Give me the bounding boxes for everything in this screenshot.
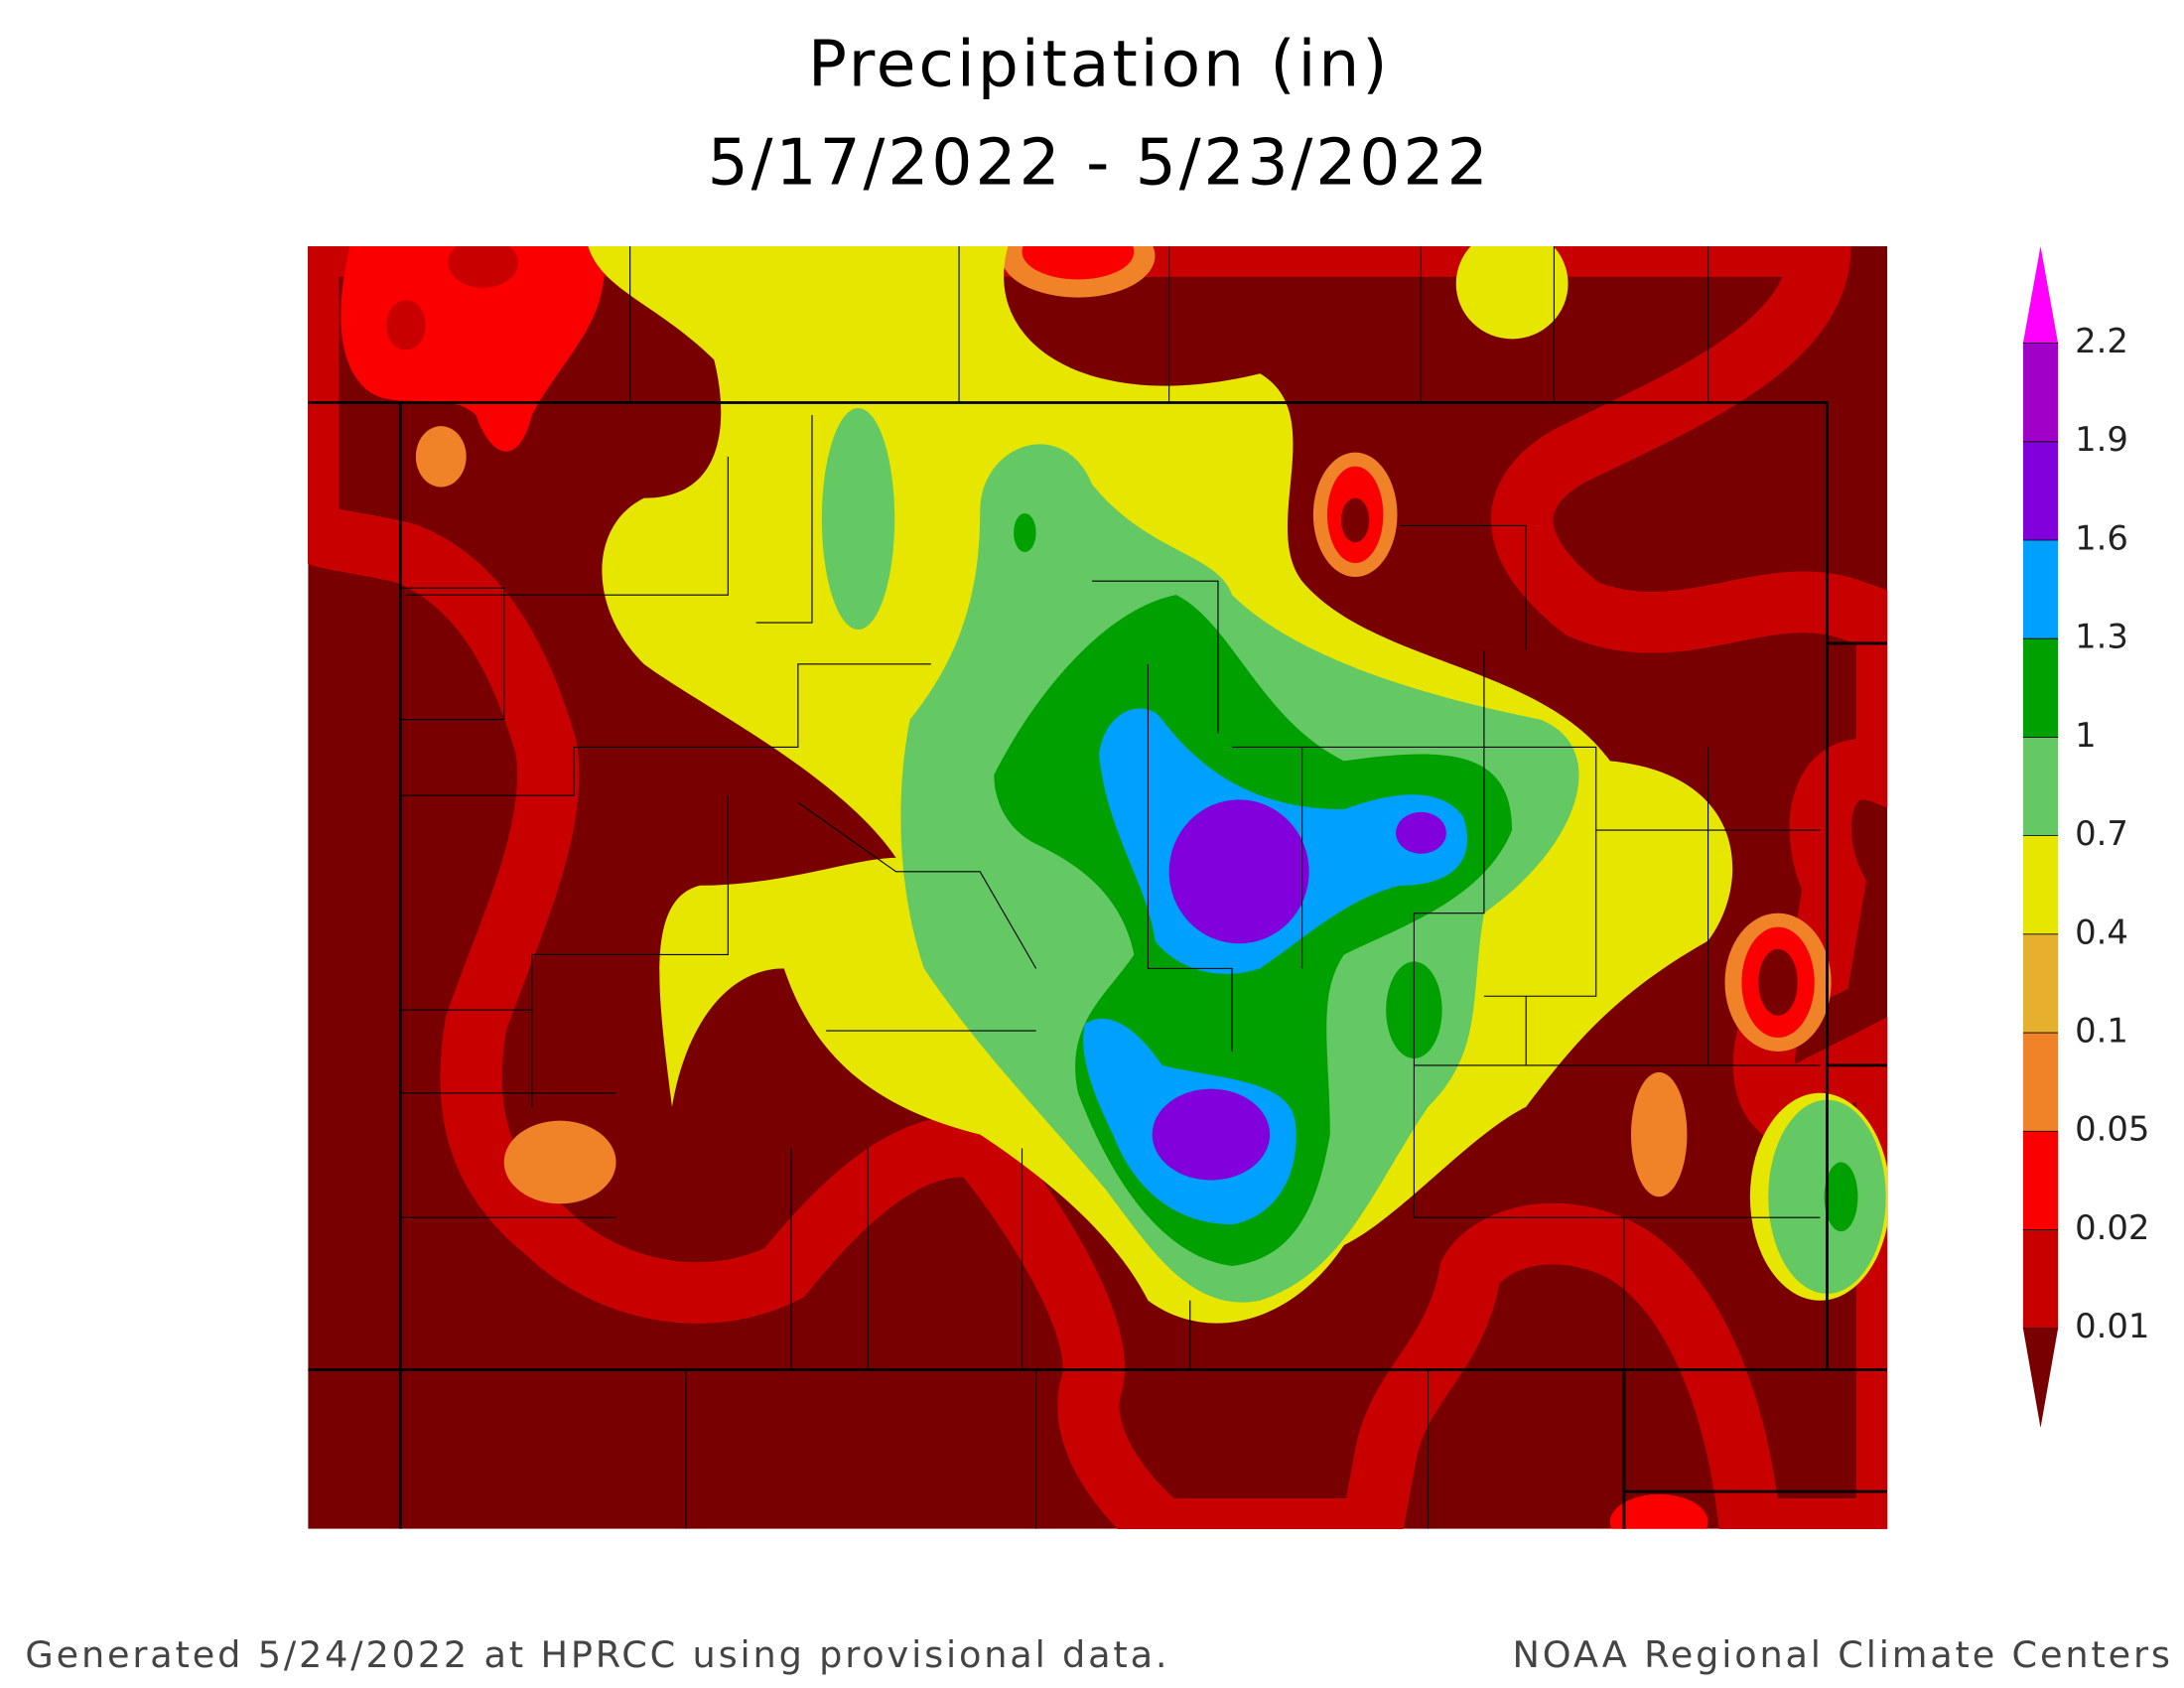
content: Precipitation (in) 5/17/2022 - 5/23/2022 (25, 28, 2173, 1676)
legend-label: 2.2 (2075, 322, 2128, 360)
precip-spots (341, 246, 1832, 1529)
legend-label: 1 (2075, 716, 2097, 755)
legend: 2.2 1.9 1.6 1.3 1 0.7 0.4 0.1 0.05 0.02 0.01 (2022, 246, 2149, 1428)
legend-under (2022, 1328, 2059, 1428)
legend-label: 0.4 (2075, 913, 2128, 951)
legend-over (2022, 246, 2059, 344)
legend-label: 1.6 (2075, 519, 2128, 558)
legend-band (2022, 343, 2059, 442)
legend-label: 1.3 (2075, 618, 2128, 656)
legend-label: 0.01 (2075, 1307, 2149, 1345)
footer-left: Generated 5/24/2022 at HPRCC using provi… (25, 1633, 1169, 1676)
legend-label: 0.1 (2075, 1012, 2128, 1051)
legend-label: 0.02 (2075, 1208, 2149, 1247)
legend-band (2022, 1229, 2059, 1329)
precip-tan-zone (308, 246, 1888, 1529)
legend-label: 1.9 (2075, 420, 2128, 459)
legend-label: 0.7 (2075, 814, 2128, 853)
county-lines (400, 246, 1821, 1529)
state-borders (308, 401, 1888, 1529)
title: Precipitation (in) (808, 28, 1391, 102)
footer-right: NOAA Regional Climate Centers (1513, 1633, 2173, 1676)
legend-band (2022, 1131, 2059, 1230)
legend-band (2022, 441, 2059, 540)
legend-label: 0.05 (2075, 1110, 2149, 1149)
subtitle: 5/17/2022 - 5/23/2022 (708, 126, 1491, 201)
legend-band (2022, 638, 2059, 738)
legend-band (2022, 1033, 2059, 1132)
legend-band (2022, 737, 2059, 836)
map (308, 246, 1888, 1529)
precip-purple-zone (1152, 799, 1446, 1181)
legend-band (2022, 539, 2059, 639)
legend-band (2022, 835, 2059, 934)
legend-band (2022, 933, 2059, 1034)
